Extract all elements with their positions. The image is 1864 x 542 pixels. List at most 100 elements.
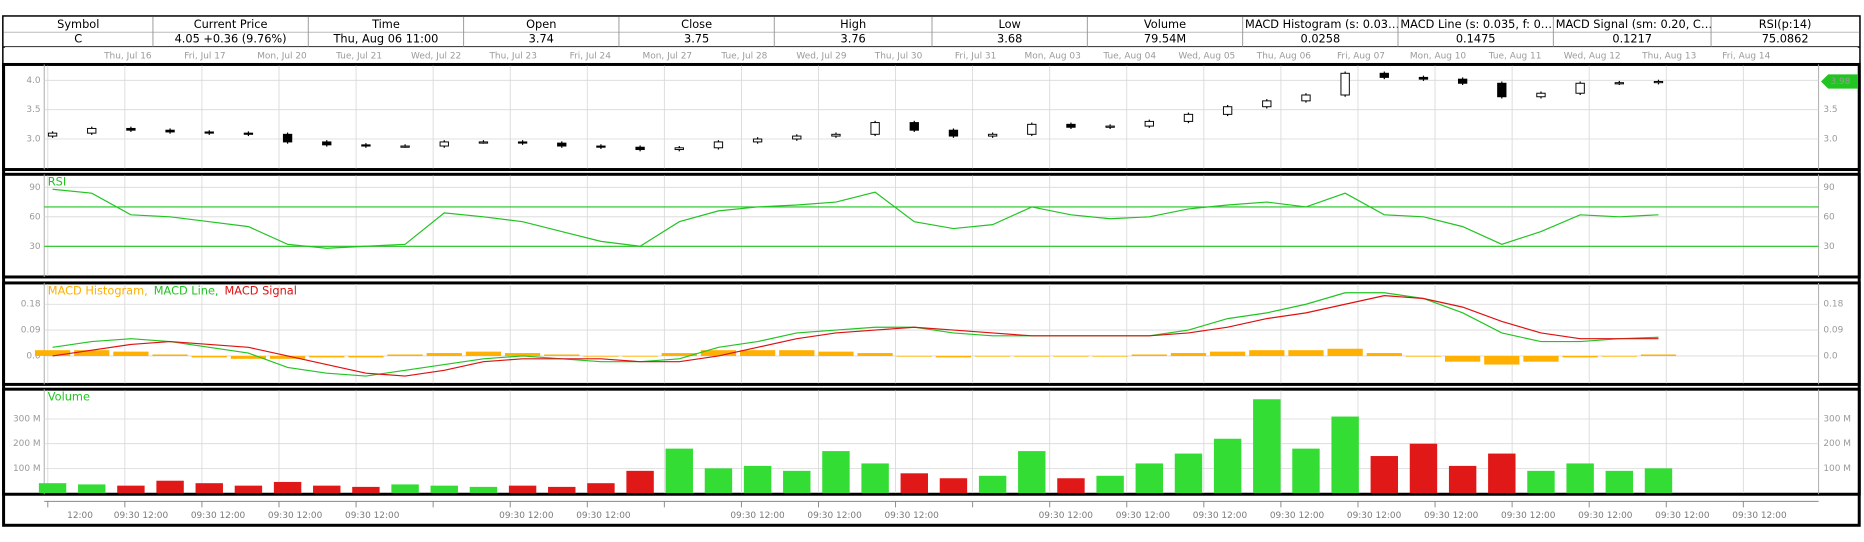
candle-body — [674, 147, 684, 151]
volume-bar — [939, 478, 968, 494]
candle-body — [1379, 72, 1389, 78]
header-label: Low — [999, 17, 1021, 31]
header-label: Time — [371, 17, 400, 31]
date-label: Mon, Aug 03 — [1025, 52, 1081, 62]
volume-bar — [1292, 448, 1320, 494]
histogram-bar — [739, 350, 776, 356]
candle-body — [557, 142, 567, 147]
histogram-bar — [1445, 355, 1481, 362]
header-label: Symbol — [57, 17, 99, 31]
histogram-bar — [309, 355, 345, 358]
header-label: High — [840, 17, 866, 31]
histogram-bar — [465, 351, 502, 356]
header-value: Thu, Aug 06 11:00 — [332, 31, 438, 45]
candle-body — [1418, 76, 1429, 80]
candle-body — [831, 133, 841, 137]
candle-body — [517, 141, 528, 144]
volume-bar — [38, 483, 67, 494]
volume-bar — [1488, 453, 1516, 494]
histogram-bar — [661, 353, 697, 356]
volume-bar — [469, 486, 498, 494]
y-tick-label: 90 — [29, 183, 41, 193]
volume-bar — [430, 485, 458, 494]
candle-body — [713, 141, 724, 149]
time-label: 09:30 12:00 — [345, 511, 400, 521]
histogram-bar — [1288, 350, 1324, 356]
candle-body — [1183, 113, 1194, 122]
histogram-bar — [544, 354, 580, 356]
histogram-bar — [1601, 355, 1637, 357]
histogram-bar — [1640, 354, 1677, 356]
volume-bar — [626, 470, 654, 494]
candle-body — [596, 145, 606, 148]
volume-bar — [1370, 456, 1399, 494]
header-value: 0.0258 — [1301, 31, 1341, 45]
header-value: 0.1475 — [1456, 31, 1496, 45]
date-label: Fri, Aug 07 — [1337, 52, 1385, 62]
volume-bar — [1096, 475, 1124, 494]
rsi-line — [52, 188, 1659, 249]
time-label: 09:30 12:00 — [1270, 511, 1325, 521]
volume-bar — [1605, 470, 1634, 494]
header-label: MACD Histogram (s: 0.03… — [1245, 17, 1399, 31]
date-label: Fri, Jul 17 — [184, 52, 225, 62]
time-label: 09:30 12:00 — [1424, 511, 1479, 521]
candle-body — [204, 131, 214, 134]
date-label: Thu, Jul 23 — [488, 52, 536, 62]
y-tick-label-right: 90 — [1823, 183, 1835, 193]
time-label: 09:30 12:00 — [499, 511, 554, 521]
volume-bar — [156, 480, 184, 494]
histogram-bar — [348, 355, 384, 358]
histogram-bar — [74, 350, 110, 356]
candle-body — [1027, 123, 1037, 135]
volume-bar — [117, 485, 145, 494]
histogram-bar — [1366, 353, 1402, 356]
volume-bar — [548, 486, 576, 494]
candle-body — [478, 141, 489, 144]
candle-body — [87, 127, 97, 134]
header-label: MACD Line (s: 0.035, f: 0… — [1400, 17, 1552, 31]
candle-body — [1066, 123, 1076, 128]
y-tick-label: 0.09 — [21, 326, 41, 336]
y-tick-label: 3.0 — [26, 134, 41, 144]
date-label: Thu, Aug 13 — [1641, 52, 1696, 62]
volume-bar — [1174, 453, 1203, 494]
y-tick-label: 4.0 — [26, 76, 41, 86]
header-label: Volume — [1144, 17, 1186, 31]
date-label: Tue, Jul 28 — [720, 52, 767, 62]
volume-bar — [1018, 451, 1046, 494]
y-tick-label-right: 3.5 — [1823, 105, 1837, 115]
time-label: 09:30 12:00 — [191, 511, 246, 521]
candle-body — [635, 146, 645, 151]
time-label: 09:30 12:00 — [1578, 511, 1633, 521]
histogram-bar — [1014, 355, 1050, 357]
y-tick-label: 60 — [29, 212, 41, 222]
time-label: 09:30 12:00 — [576, 511, 631, 521]
time-label: 09:30 12:00 — [1116, 511, 1171, 521]
header-value: 3.75 — [684, 31, 709, 45]
histogram-bar — [935, 355, 972, 358]
legend-entry: MACD Signal — [225, 283, 297, 297]
date-label: Fri, Jul 31 — [955, 52, 996, 62]
date-label: Tue, Aug 11 — [1488, 52, 1542, 62]
histogram-bar — [1523, 355, 1559, 362]
panel-title: Volume — [48, 390, 90, 404]
candle-body — [1144, 120, 1154, 127]
volume-bar — [195, 483, 223, 494]
panel-frame — [2, 172, 1861, 279]
y-tick-label: 3.5 — [26, 105, 40, 115]
candle-body — [909, 122, 919, 131]
volume-bar — [743, 465, 772, 494]
y-tick-label: 200 M — [13, 439, 41, 449]
histogram-bar — [387, 354, 423, 356]
volume-bar — [273, 481, 302, 494]
header-label: RSI(p:14) — [1759, 17, 1812, 31]
volume-bar — [391, 484, 419, 494]
date-label: Mon, Jul 27 — [643, 52, 693, 62]
macd-line — [52, 292, 1659, 377]
time-label: 09:30 12:00 — [1039, 511, 1094, 521]
header-label: MACD Signal (sm: 0.20, C… — [1556, 17, 1712, 31]
time-label: 09:30 12:00 — [268, 511, 323, 521]
candle-body — [1222, 106, 1233, 115]
